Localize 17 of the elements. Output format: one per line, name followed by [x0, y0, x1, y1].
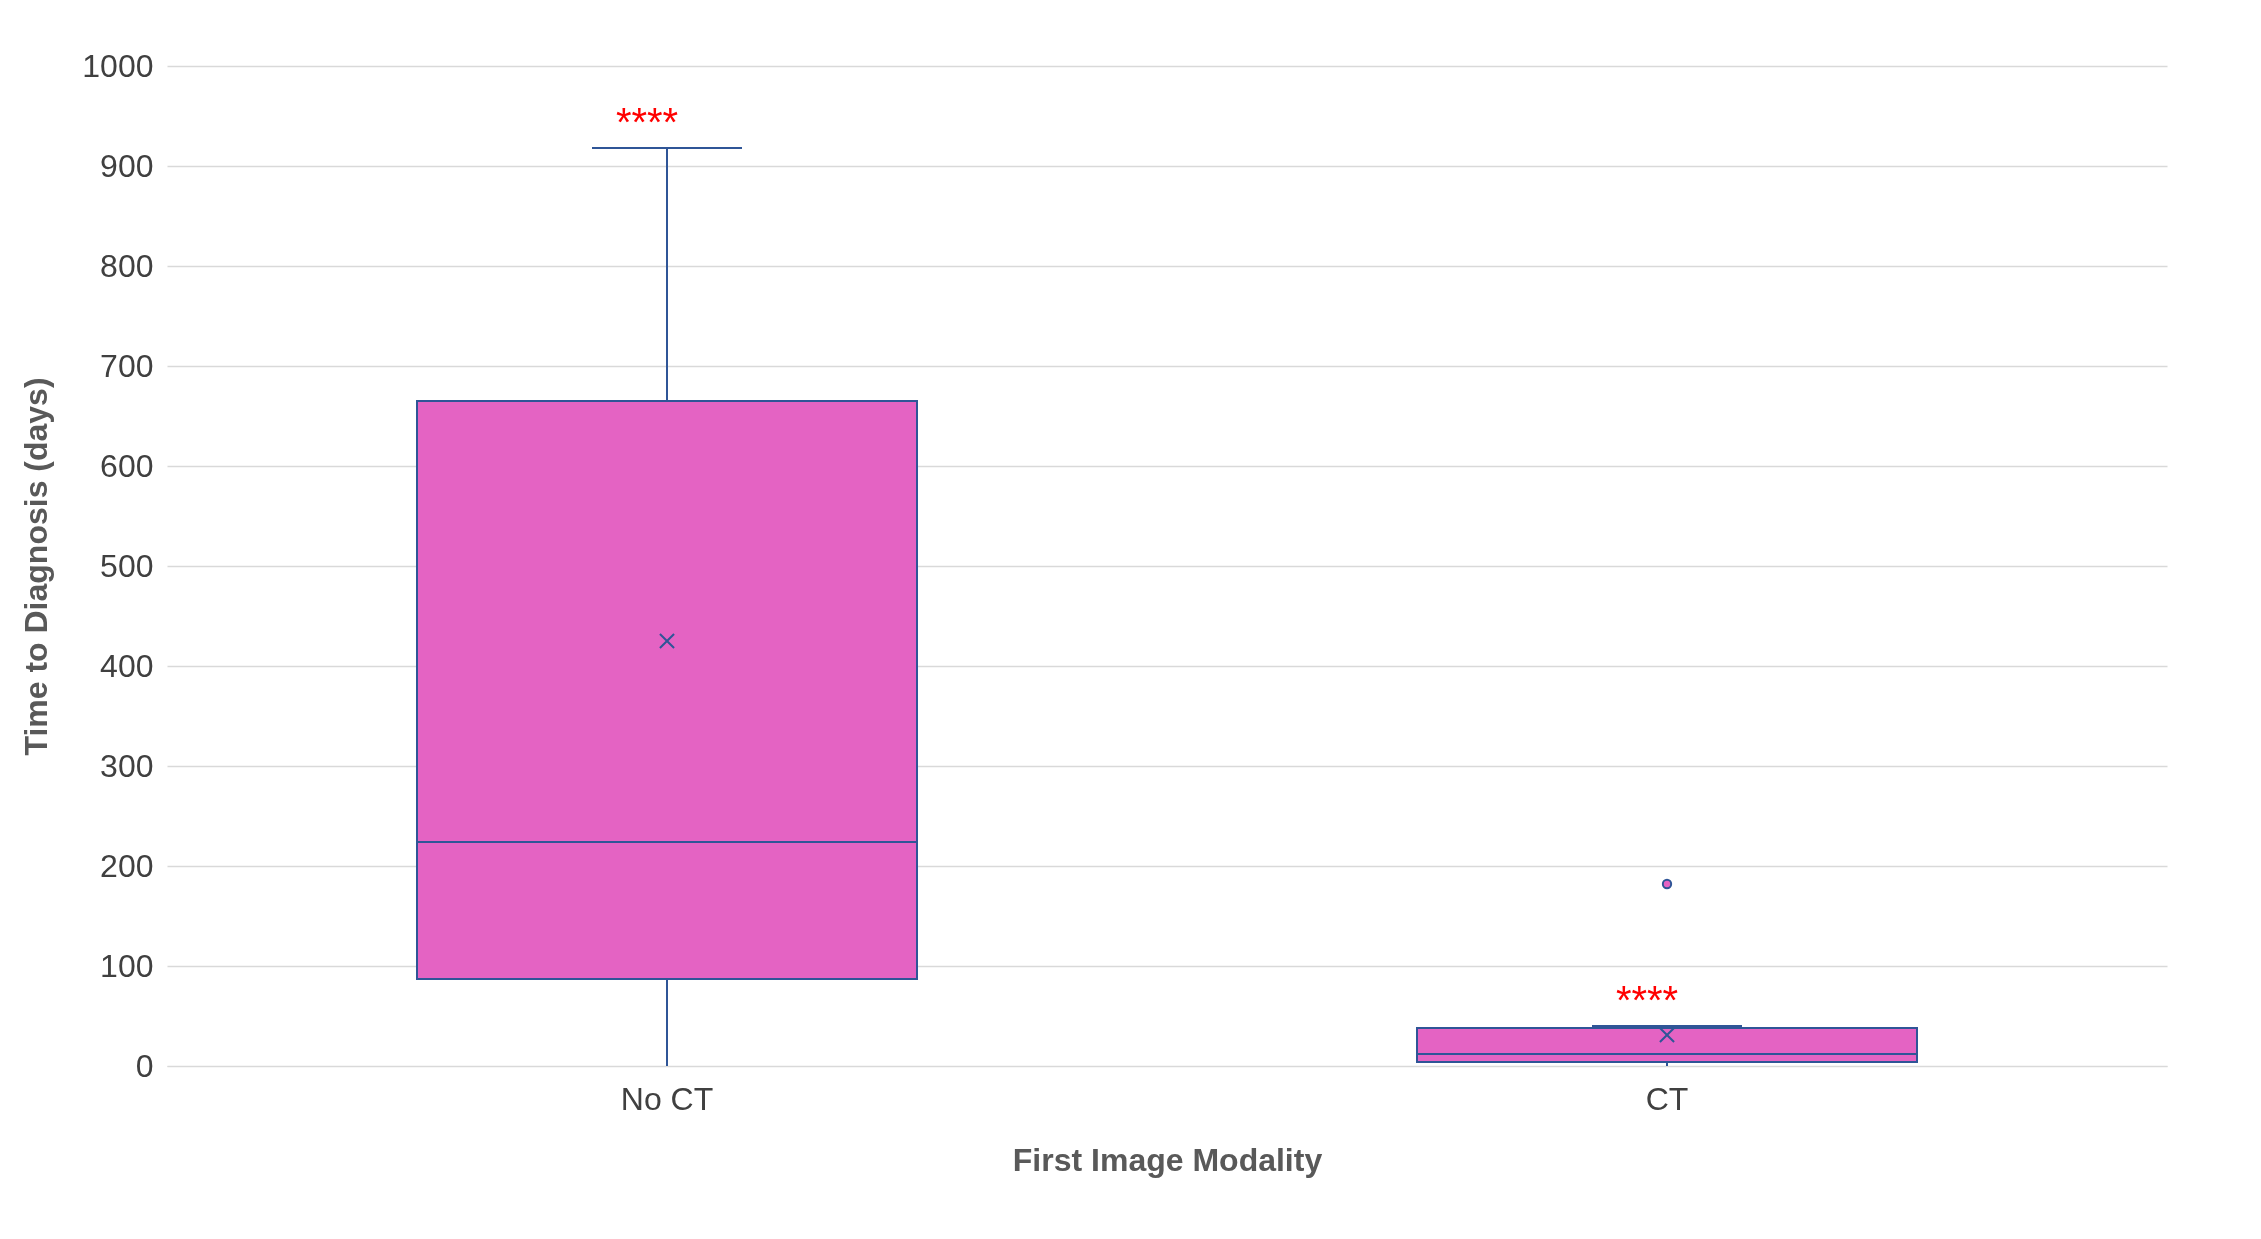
y-tick-label: 800 — [100, 247, 154, 284]
annotation: **** — [1615, 978, 1679, 1022]
annotation: **** — [615, 100, 679, 144]
y-tick-label: 200 — [100, 847, 154, 884]
x-axis-title: First Image Modality — [1012, 1141, 1323, 1178]
y-tick-label: 700 — [100, 347, 154, 384]
x-tick-label: CT — [1645, 1080, 1689, 1117]
y-tick-label: 100 — [100, 947, 154, 984]
y-tick-label: 300 — [100, 747, 154, 784]
y-tick-label: 900 — [100, 147, 154, 184]
y-tick-label: 0 — [135, 1047, 154, 1084]
y-tick-label: 400 — [100, 647, 154, 684]
y-tick-label: 500 — [100, 547, 154, 584]
y-tick-label: 1000 — [82, 47, 154, 84]
y-tick-label: 600 — [100, 447, 154, 484]
x-tick-label: No CT — [620, 1080, 714, 1117]
y-axis-title: Time to Diagnosis (days) — [18, 377, 55, 756]
